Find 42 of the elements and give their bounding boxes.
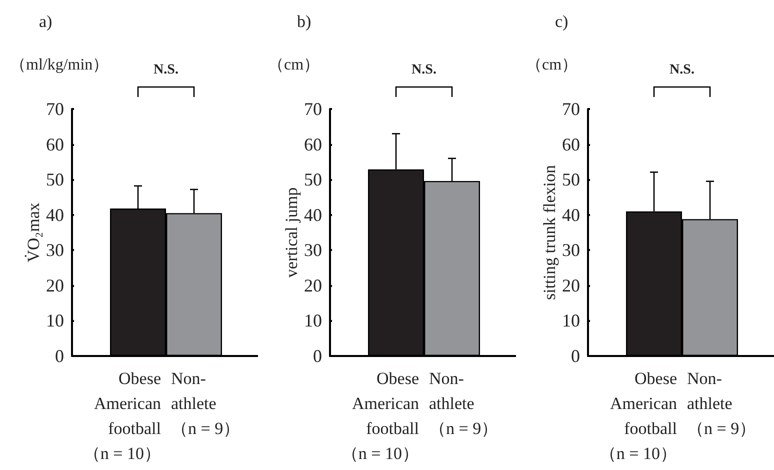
y-tick-label: 20 (304, 275, 322, 296)
y-tick-label: 70 (46, 99, 64, 119)
y-tick-label: 20 (46, 275, 64, 296)
text: （ml/kg/min） (10, 56, 109, 74)
y-tick-label: 50 (562, 170, 580, 190)
text: N.S. (412, 62, 436, 78)
y-axis-title: sitting trunk flexion (540, 164, 559, 300)
y-tick-label: 0 (55, 346, 64, 366)
text: （cm） (526, 56, 578, 74)
x-tick-label: Non- athlete （n = 9） (687, 369, 756, 438)
y-tick-label: 70 (562, 99, 580, 119)
y-tick-label: 30 (562, 240, 580, 260)
x-tick-label: Non- athlete （n = 9） (171, 369, 240, 438)
y-tick-label: 50 (46, 170, 64, 190)
y-tick-label: 30 (304, 240, 322, 260)
y-axis-title: vertical jump (282, 187, 301, 278)
chart-title: c) (555, 12, 568, 31)
y-tick-label: 0 (571, 346, 580, 366)
x-tick-label: Non- athlete （n = 9） (429, 369, 498, 438)
y-tick-label: 50 (304, 170, 322, 190)
y-tick-label: 0 (313, 346, 322, 366)
x-tick-label: Obese American football （n = 10） (83, 369, 162, 463)
y-tick-label: 60 (562, 134, 580, 154)
y-tick-label: 60 (304, 134, 322, 154)
y-tick-label: 40 (304, 204, 322, 225)
y-tick-label: 40 (46, 204, 64, 225)
y-tick-label: 60 (46, 134, 64, 154)
y-tick-label: 10 (46, 310, 64, 331)
y-tick-label: 30 (46, 240, 64, 260)
x-tick-label: Obese American football （n = 10） (599, 369, 678, 463)
chart-title: a) (39, 12, 52, 31)
y-tick-label: 40 (562, 204, 580, 225)
y-tick-label: 20 (562, 275, 580, 296)
y-tick-label: 10 (562, 310, 580, 331)
y-axis-title: V̇O₂max (24, 202, 43, 262)
y-tick-label: 10 (304, 310, 322, 331)
x-tick-label: Obese American football （n = 10） (341, 369, 420, 463)
text: N.S. (670, 62, 694, 78)
text: N.S. (154, 62, 178, 78)
y-tick-label: 70 (304, 99, 322, 119)
text: （cm） (268, 56, 320, 74)
chart-title: b) (297, 12, 312, 31)
